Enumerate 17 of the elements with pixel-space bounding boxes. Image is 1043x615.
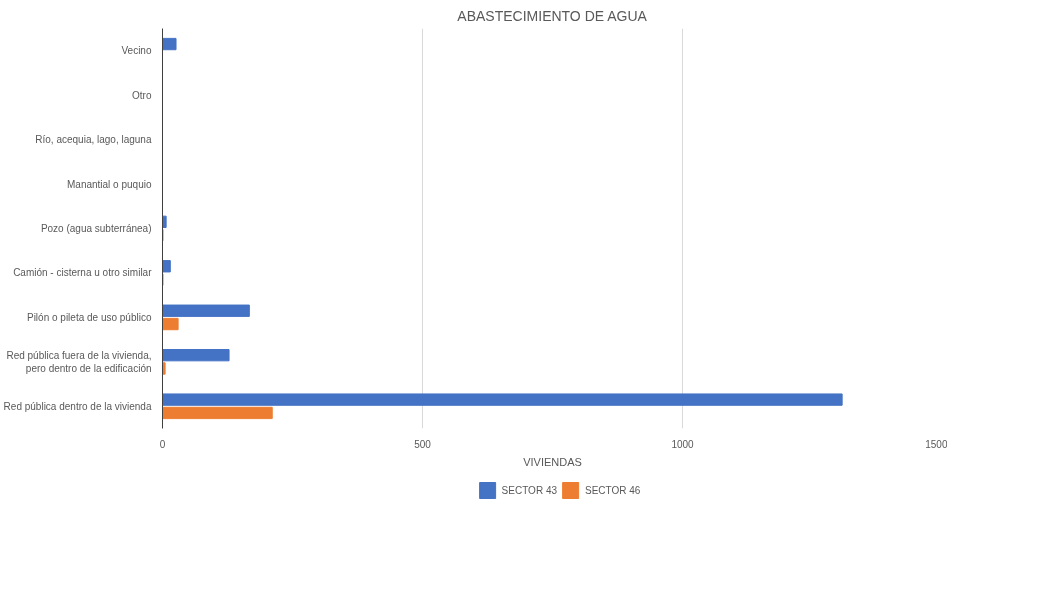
y-tick-label: Manantial o puquio — [66, 178, 152, 190]
y-tick-label: Otro — [132, 89, 152, 101]
y-tick-label: Red pública dentro de la vivienda — [3, 400, 152, 412]
y-tick-label: Pilón o pileta de uso público — [26, 311, 152, 323]
legend-label: SECTOR 43 — [501, 484, 557, 496]
chart-title: ABASTECIMIENTO DE AGUA — [457, 7, 648, 24]
y-tick-label: Pozo (agua subterránea) — [40, 223, 152, 234]
y-tick-label: Red pública fuera de la vivienda, pero dentro de la edificación — [6, 349, 152, 374]
x-tick-label: 500 — [414, 438, 432, 450]
y-tick-label: Vecino — [121, 45, 152, 57]
x-tick-label: 1500 — [925, 438, 948, 450]
y-tick-label: Camión - cisterna u otro similar — [13, 267, 153, 279]
x-tick-label: 1000 — [671, 438, 695, 450]
legend-label: SECTOR 46 — [585, 484, 641, 496]
y-tick-label: Río, acequia, lago, laguna — [35, 134, 152, 146]
x-tick-label: 0 — [159, 438, 166, 450]
x-axis-title: VIVIENDAS — [523, 455, 582, 468]
